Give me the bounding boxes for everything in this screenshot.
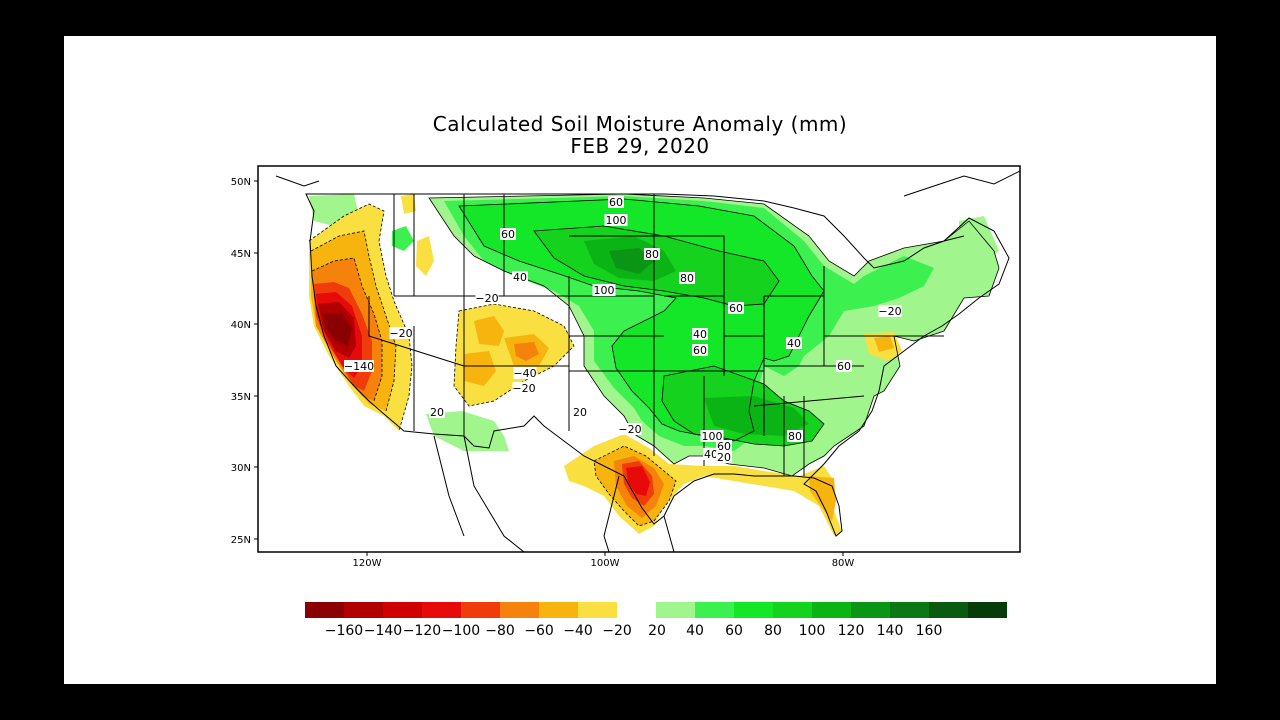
dry-region-texas-100	[626, 466, 650, 496]
negative-contours	[308, 203, 677, 527]
legend-swatch	[344, 602, 383, 618]
legend-swatch	[500, 602, 539, 618]
lat-tick-label: 45N	[231, 249, 251, 260]
legend-label: 80	[764, 623, 782, 639]
map-subtitle: FEB 29, 2020	[570, 134, 710, 158]
legend-label: −20	[602, 623, 632, 639]
legend-swatch	[383, 602, 422, 618]
legend-swatch	[734, 602, 773, 618]
legend-swatch	[812, 602, 851, 618]
contour-label: 60	[609, 196, 623, 209]
lon-tick-label: 100W	[591, 558, 620, 569]
legend-swatch	[773, 602, 812, 618]
contour-label: −20	[618, 423, 641, 436]
dry-region-midatlantic-b	[874, 336, 894, 352]
legend-label: −120	[403, 623, 441, 639]
plot-frame: Calculated Soil Moisture Anomaly (mm) FE…	[64, 36, 1216, 684]
legend-swatch	[422, 602, 461, 618]
contour-label: 80	[788, 430, 802, 443]
legend-label: 160	[916, 623, 943, 639]
contour-label: 60	[693, 344, 707, 357]
contour-label: 40	[693, 328, 707, 341]
contour-label: 20	[717, 451, 731, 464]
contour-label: −20	[475, 292, 498, 305]
contour-label: 80	[680, 272, 694, 285]
legend-swatch	[929, 602, 968, 618]
map-title: Calculated Soil Moisture Anomaly (mm)	[432, 112, 848, 136]
legend-swatch	[305, 602, 344, 618]
dry-region-florida	[809, 476, 836, 521]
wet-region-mt	[392, 226, 414, 251]
lat-tick-label: 30N	[231, 463, 251, 474]
contour-label: −20	[878, 305, 901, 318]
legend-swatch	[578, 602, 617, 618]
legend-swatch	[968, 602, 1007, 618]
latitude-ticks: 50N 45N 40N 35N 30N 25N	[231, 177, 258, 546]
legend-label: −140	[364, 623, 402, 639]
lon-tick-label: 80W	[832, 558, 855, 569]
contour-label: 40	[513, 271, 527, 284]
legend-swatch	[890, 602, 929, 618]
dry-region-west-140	[322, 313, 352, 346]
contour-label: 60	[501, 228, 515, 241]
contour-label: −20	[389, 327, 412, 340]
lat-tick-label: 35N	[231, 392, 251, 403]
legend-swatch	[539, 602, 578, 618]
legend-label: −60	[524, 623, 554, 639]
longitude-ticks: 120W 100W 80W	[353, 552, 855, 569]
dry-region-rockies-40	[474, 316, 504, 346]
color-legend: −160 −140 −120 −100 −80 −60 −40 −20 20 40 60 80 100 1…	[305, 602, 1007, 639]
contour-label: 20	[430, 406, 444, 419]
map-border	[257, 165, 1021, 553]
legend-swatch	[851, 602, 890, 618]
legend-label: −40	[563, 623, 593, 639]
wet-region-120	[609, 248, 654, 274]
dry-region-id	[416, 236, 434, 276]
contour-label: −140	[344, 360, 374, 373]
legend-label: 40	[686, 623, 704, 639]
legend-label: −160	[325, 623, 363, 639]
lon-tick-label: 120W	[353, 558, 382, 569]
dry-region-rockies-60	[514, 342, 539, 361]
legend-label: 140	[877, 623, 904, 639]
contour-label: 40	[704, 448, 718, 461]
contour-label: 20	[573, 406, 587, 419]
legend-label: 20	[648, 623, 666, 639]
contour-label: 100	[702, 430, 723, 443]
contour-label: −40	[513, 367, 536, 380]
legend-swatch	[695, 602, 734, 618]
lat-tick-label: 50N	[231, 177, 251, 188]
legend-label: −80	[485, 623, 515, 639]
dry-region-rockies-40c	[464, 351, 496, 386]
wet-region-100b	[704, 396, 809, 436]
contour-label: 100	[594, 284, 615, 297]
dry-region-mt	[401, 194, 416, 214]
legend-label: 100	[799, 623, 826, 639]
wet-region-az	[426, 411, 509, 451]
contour-label: 60	[837, 360, 851, 373]
legend-label: 60	[725, 623, 743, 639]
contour-label: 100	[606, 214, 627, 227]
contour-label: −20	[512, 382, 535, 395]
contour-label: 60	[729, 302, 743, 315]
legend-label: 120	[838, 623, 865, 639]
legend-swatch	[461, 602, 500, 618]
legend-swatch	[656, 602, 695, 618]
contour-label: 40	[787, 337, 801, 350]
contour-label: 80	[645, 248, 659, 261]
lat-tick-label: 25N	[231, 535, 251, 546]
lat-tick-label: 40N	[231, 320, 251, 331]
legend-label: −100	[442, 623, 480, 639]
contour-label: 60	[717, 440, 731, 453]
